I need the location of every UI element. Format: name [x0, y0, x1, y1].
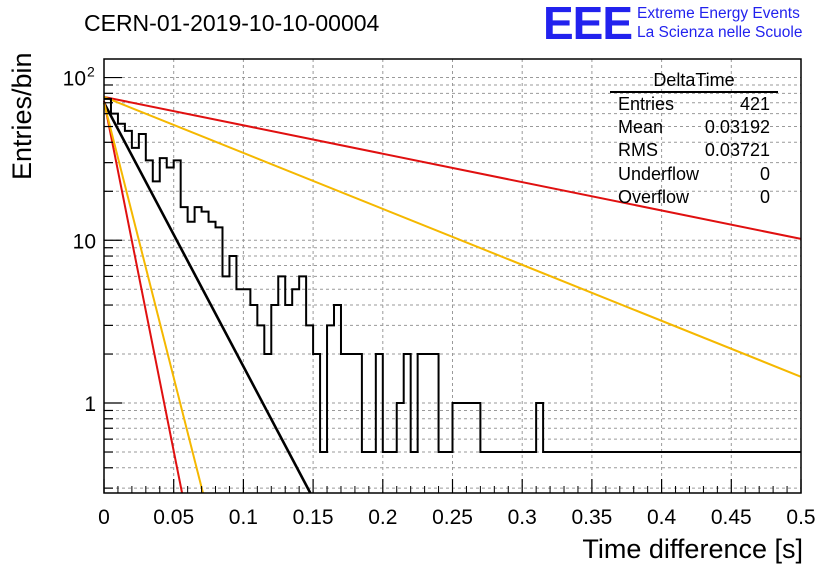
axis-ticks: [103, 76, 802, 493]
x-tick-label: 0.2: [368, 506, 397, 529]
logo-text-line1: Extreme Energy Events: [637, 5, 800, 22]
stats-row-underflow: Underflow 0: [610, 163, 778, 186]
y-tick-label: 10: [73, 230, 96, 253]
y-tick-label: 10: [63, 68, 86, 91]
stats-value: 0.03721: [704, 140, 770, 161]
x-tick-label: 0.4: [647, 506, 677, 529]
stats-row-rms: RMS 0.03721: [610, 139, 778, 162]
stats-value: 421: [739, 94, 770, 114]
x-tick-label: 0.3: [508, 506, 537, 529]
histogram-step-line: [104, 97, 801, 454]
fit-lines: [102, 95, 802, 494]
x-tick-label: 0.15: [293, 506, 334, 529]
stats-label: RMS: [618, 140, 658, 161]
x-tick-label: 0.5: [786, 506, 815, 529]
logo-text-line2: La Scienza nelle Scuole: [637, 24, 803, 41]
x-tick-label: 0.45: [711, 506, 752, 529]
fit-line: [103, 96, 802, 378]
fit-line: [102, 102, 312, 494]
stats-label: Overflow: [618, 186, 690, 207]
x-tick-label: 0: [98, 506, 110, 529]
histogram-series: [104, 97, 801, 454]
stats-label: Underflow: [618, 163, 700, 184]
stats-box: DeltaTime Entries 421 Mean 0.03192 RMS 0…: [610, 70, 778, 209]
x-tick-label: 0.1: [229, 506, 258, 529]
fit-line: [103, 100, 184, 494]
y-axis-label: Entries/bin: [7, 52, 37, 180]
y-tick-exponent: 2: [87, 64, 95, 80]
stats-row-overflow: Overflow 0: [610, 186, 778, 209]
stats-value: 0.03192: [704, 117, 770, 138]
x-axis-label: Time difference [s]: [582, 534, 803, 564]
stats-title: DeltaTime: [610, 70, 778, 93]
y-tick-label: 1: [84, 393, 96, 416]
fit-line: [103, 102, 204, 494]
x-tick-label: 0.35: [571, 506, 612, 529]
x-tick-label: 0.05: [153, 506, 194, 529]
x-tick-labels: 0 0.05 0.1 0.15 0.2 0.25 0.3 0.35 0.4 0.45 0.5: [98, 506, 815, 529]
fit-line: [103, 95, 802, 240]
x-tick-label: 0.25: [432, 506, 473, 529]
stats-value: 0: [759, 163, 770, 184]
stats-row-mean: Mean 0.03192: [610, 116, 778, 139]
eee-logo: EEE: [543, 0, 633, 49]
stats-label: Entries: [618, 94, 675, 114]
run-title: CERN-01-2019-10-10-00004: [84, 10, 380, 36]
stats-label: Mean: [618, 117, 664, 138]
stats-value: 0: [759, 186, 770, 207]
stats-row-entries: Entries 421: [610, 93, 778, 116]
